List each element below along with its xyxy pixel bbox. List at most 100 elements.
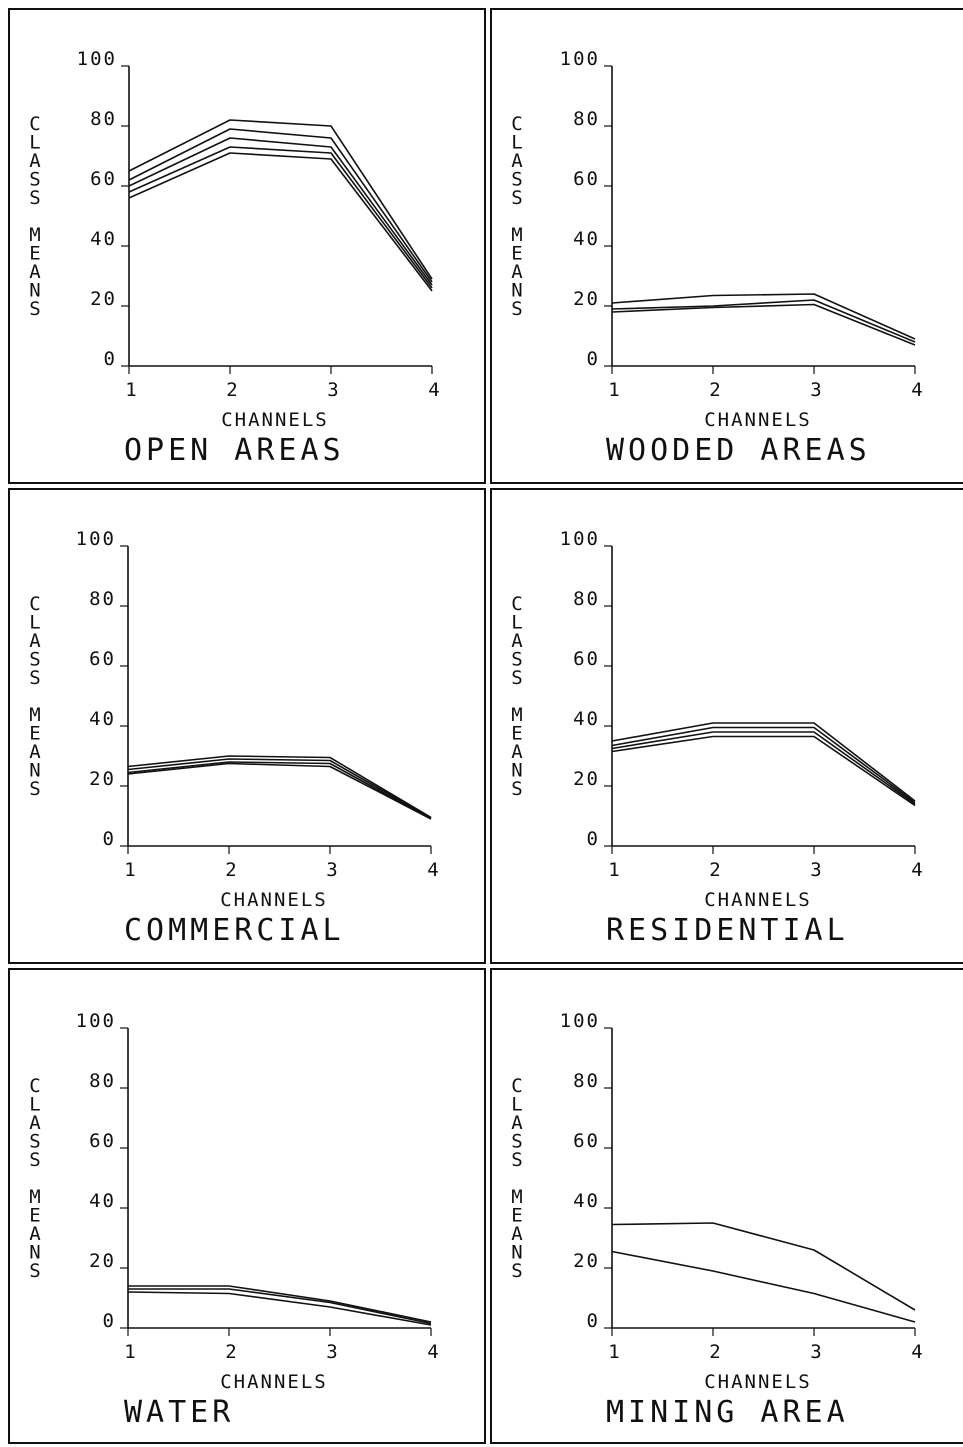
chart-2-ytick-label-2: 40 — [89, 708, 116, 730]
chart-3-ytick-label-1: 20 — [573, 768, 600, 790]
chart-1-ytick-label-0: 0 — [587, 348, 600, 370]
chart-5-xtick-label-3: 4 — [911, 1341, 922, 1363]
chart-3-ytick-label-4: 80 — [573, 588, 600, 610]
chart-2-xtick-label-1: 2 — [225, 859, 236, 881]
chart-1-ytick-label-2: 40 — [573, 228, 600, 250]
chart-4-ytick-label-5: 100 — [76, 1010, 116, 1032]
chart-4-title: WATER — [124, 1395, 234, 1430]
chart-3-series-2 — [611, 731, 916, 805]
chart-4-series-0 — [128, 1285, 432, 1323]
chart-2-xtick-label-0: 1 — [124, 859, 135, 881]
chart-3-xtick-label-3: 4 — [911, 859, 922, 881]
chart-1-xtick-label-2: 3 — [810, 379, 821, 401]
chart-2-ytick-label-3: 60 — [89, 648, 116, 670]
chart-3-xtick-label-1: 2 — [709, 859, 720, 881]
chart-2-ytick-label-0: 0 — [103, 828, 116, 850]
chart-1-series-1 — [611, 299, 916, 343]
chart-4-xlabel: CHANNELS — [220, 1371, 328, 1393]
chart-5-ytick-label-4: 80 — [573, 1070, 600, 1092]
chart-3-series-0 — [611, 722, 916, 802]
chart-4-ytick-label-0: 0 — [103, 1310, 116, 1332]
chart-2-ytick-label-5: 100 — [76, 528, 116, 550]
chart-2-series-1 — [127, 758, 432, 819]
chart-2-frame — [8, 488, 486, 964]
chart-3-xtick-label-2: 3 — [810, 859, 821, 881]
chart-2-xtick-label-2: 3 — [326, 859, 337, 881]
chart-3-frame — [490, 488, 963, 964]
chart-4-xtick-label-3: 4 — [427, 1341, 438, 1363]
chart-0-xlabel: CHANNELS — [221, 409, 329, 431]
chart-5-xtick-label-1: 2 — [709, 1341, 720, 1363]
chart-0-series-1 — [128, 128, 433, 283]
chart-1-ytick-label-1: 20 — [573, 288, 600, 310]
chart-2-xtick-label-3: 4 — [427, 859, 438, 881]
chart-0-xtick-label-0: 1 — [125, 379, 136, 401]
chart-0-ytick-label-0: 0 — [104, 348, 117, 370]
chart-0-xtick-label-3: 4 — [428, 379, 439, 401]
chart-5-series-0 — [611, 1222, 916, 1311]
chart-0-series-0 — [128, 119, 433, 280]
chart-5-xtick-label-0: 1 — [608, 1341, 619, 1363]
chart-0-frame — [8, 8, 486, 484]
chart-1-xlabel: CHANNELS — [704, 409, 812, 431]
chart-1-ytick-label-3: 60 — [573, 168, 600, 190]
chart-5-title: MINING AREA — [606, 1395, 849, 1430]
chart-5-series-1 — [611, 1250, 916, 1323]
chart-4-xtick-label-0: 1 — [124, 1341, 135, 1363]
chart-4-series-2 — [127, 1291, 432, 1326]
chart-5-ytick-label-1: 20 — [573, 1250, 600, 1272]
chart-0-xtick-label-2: 3 — [327, 379, 338, 401]
chart-3-xlabel: CHANNELS — [704, 889, 812, 911]
chart-5-ytick-label-0: 0 — [587, 1310, 600, 1332]
chart-4-ytick-label-1: 20 — [89, 1250, 116, 1272]
chart-3-series-1 — [611, 726, 916, 804]
chart-3-ytick-label-5: 100 — [560, 528, 600, 550]
chart-1-frame — [490, 8, 963, 484]
chart-0-ytick-label-4: 80 — [90, 108, 117, 130]
chart-1-ytick-label-4: 80 — [573, 108, 600, 130]
chart-1-title: WOODED AREAS — [606, 433, 871, 468]
chart-3-xtick-label-0: 1 — [608, 859, 619, 881]
chart-3-ytick-label-2: 40 — [573, 708, 600, 730]
chart-0-xtick-label-1: 2 — [226, 379, 237, 401]
chart-4-xtick-label-1: 2 — [225, 1341, 236, 1363]
chart-3-series-3 — [611, 735, 916, 807]
chart-5-ytick-label-5: 100 — [560, 1010, 600, 1032]
chart-0-series-2 — [128, 137, 433, 286]
chart-2-ytick-label-1: 20 — [89, 768, 116, 790]
chart-4-ytick-label-3: 60 — [89, 1130, 116, 1152]
chart-0-ytick-label-3: 60 — [90, 168, 117, 190]
chart-5-frame — [490, 968, 963, 1444]
chart-4-series-1 — [128, 1288, 432, 1325]
chart-4-frame — [8, 968, 486, 1444]
chart-3-ytick-label-0: 0 — [587, 828, 600, 850]
chart-3-title: RESIDENTIAL — [606, 913, 849, 948]
chart-0-series-4 — [128, 152, 433, 292]
chart-2-series-3 — [127, 762, 432, 820]
chart-2-series-2 — [127, 761, 432, 820]
chart-1-xtick-label-1: 2 — [709, 379, 720, 401]
chart-1-xtick-label-0: 1 — [608, 379, 619, 401]
chart-5-xlabel: CHANNELS — [704, 1371, 812, 1393]
chart-0-series-3 — [128, 146, 433, 289]
chart-5-ytick-label-3: 60 — [573, 1130, 600, 1152]
chart-0-ytick-label-5: 100 — [77, 48, 117, 70]
chart-3-ytick-label-3: 60 — [573, 648, 600, 670]
chart-1-series-2 — [611, 303, 916, 346]
chart-4-ytick-label-2: 40 — [89, 1190, 116, 1212]
chart-0-ytick-label-1: 20 — [90, 288, 117, 310]
chart-2-series-0 — [127, 755, 432, 819]
chart-1-xtick-label-3: 4 — [911, 379, 922, 401]
chart-4-ytick-label-4: 80 — [89, 1070, 116, 1092]
chart-0-title: OPEN AREAS — [124, 433, 345, 468]
chart-2-xlabel: CHANNELS — [220, 889, 328, 911]
chart-5-ytick-label-2: 40 — [573, 1190, 600, 1212]
chart-4-xtick-label-2: 3 — [326, 1341, 337, 1363]
